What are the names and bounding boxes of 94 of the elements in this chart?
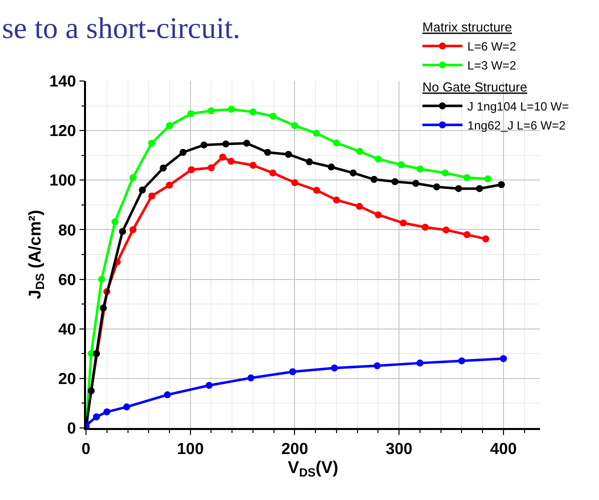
point bbox=[500, 355, 507, 362]
point bbox=[463, 231, 470, 238]
y-tick-label: 40 bbox=[58, 321, 76, 338]
x-axis-title: V$_{DS}$(V) bbox=[288, 458, 338, 480]
point bbox=[129, 226, 136, 234]
point bbox=[332, 196, 340, 204]
point bbox=[206, 382, 213, 389]
point bbox=[160, 164, 167, 172]
point bbox=[356, 148, 364, 155]
text: No Gate Structure bbox=[422, 80, 528, 95]
x-tick-label: 200 bbox=[281, 440, 308, 458]
point bbox=[484, 175, 492, 182]
point bbox=[138, 186, 146, 194]
point bbox=[129, 174, 136, 182]
legend-label: L=6 W=2 bbox=[467, 40, 516, 54]
point bbox=[313, 186, 320, 194]
point bbox=[264, 148, 272, 156]
point bbox=[482, 235, 490, 242]
point bbox=[249, 108, 256, 116]
point bbox=[208, 107, 215, 114]
y-tick-label: 140 bbox=[49, 74, 76, 91]
point bbox=[164, 391, 171, 398]
point bbox=[374, 211, 382, 218]
point bbox=[166, 122, 173, 130]
point bbox=[200, 141, 208, 148]
point bbox=[269, 169, 276, 176]
point bbox=[400, 220, 407, 227]
point bbox=[442, 169, 449, 176]
y-tick-label: 0 bbox=[67, 420, 76, 438]
text: se to a short-circuit. bbox=[2, 12, 240, 45]
point bbox=[92, 350, 100, 358]
y-tick-label: 20 bbox=[58, 371, 76, 388]
point bbox=[370, 176, 378, 183]
point bbox=[458, 357, 466, 364]
point bbox=[208, 164, 215, 172]
point bbox=[112, 218, 119, 226]
point bbox=[433, 183, 440, 190]
point bbox=[123, 403, 130, 410]
point bbox=[249, 162, 256, 169]
point bbox=[306, 158, 313, 166]
point bbox=[374, 362, 381, 370]
point bbox=[166, 182, 173, 189]
legend-label: 1ng62_J L=6 W=2 bbox=[467, 118, 566, 133]
text: Matrix structure bbox=[422, 20, 512, 35]
point bbox=[219, 154, 226, 161]
point bbox=[391, 178, 398, 186]
point bbox=[416, 165, 424, 172]
point bbox=[228, 158, 235, 165]
point bbox=[291, 122, 298, 130]
point bbox=[284, 150, 292, 158]
y-tick-label: 100 bbox=[49, 172, 76, 190]
x-tick-label: 100 bbox=[177, 440, 204, 458]
point bbox=[243, 140, 250, 147]
y-tick-label: 80 bbox=[58, 222, 76, 240]
point bbox=[398, 161, 405, 168]
point bbox=[88, 387, 95, 394]
y-tick-label: 60 bbox=[58, 272, 76, 289]
point bbox=[187, 110, 194, 118]
point bbox=[291, 179, 298, 186]
point bbox=[188, 166, 195, 174]
point bbox=[180, 148, 187, 156]
y-tick-label: 120 bbox=[49, 123, 76, 140]
point bbox=[92, 413, 100, 420]
point bbox=[455, 185, 462, 192]
x-tick-label: 0 bbox=[82, 440, 91, 458]
point bbox=[463, 174, 470, 182]
point bbox=[100, 304, 107, 312]
point bbox=[270, 112, 277, 120]
point bbox=[350, 169, 357, 176]
point bbox=[442, 226, 450, 234]
point bbox=[98, 276, 106, 283]
legend-label: L=3 W=2 bbox=[467, 58, 516, 73]
point bbox=[289, 368, 296, 376]
point bbox=[476, 185, 483, 192]
point bbox=[312, 130, 320, 137]
point bbox=[332, 139, 340, 146]
point bbox=[498, 181, 505, 188]
point bbox=[416, 360, 424, 367]
point bbox=[330, 364, 338, 372]
legend-label: J 1ng104 L=10 W= bbox=[467, 100, 569, 114]
point bbox=[119, 228, 126, 235]
point bbox=[148, 140, 156, 147]
x-tick-label: 400 bbox=[490, 440, 517, 458]
point bbox=[422, 224, 429, 231]
point bbox=[328, 164, 335, 171]
point bbox=[228, 106, 235, 113]
point bbox=[374, 156, 382, 163]
point bbox=[103, 408, 110, 416]
point bbox=[356, 202, 363, 210]
point bbox=[222, 140, 230, 148]
point bbox=[247, 374, 254, 382]
x-tick-label: 300 bbox=[386, 440, 413, 458]
point bbox=[412, 180, 420, 187]
point bbox=[148, 192, 156, 200]
